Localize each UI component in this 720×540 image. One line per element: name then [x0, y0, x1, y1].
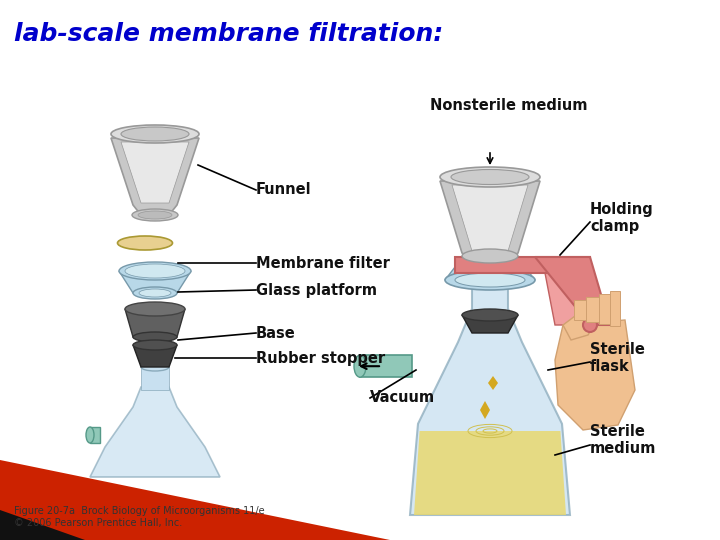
Polygon shape [545, 273, 595, 325]
Polygon shape [90, 427, 100, 443]
Text: Funnel: Funnel [256, 183, 312, 198]
Ellipse shape [583, 318, 597, 332]
Polygon shape [125, 309, 185, 337]
Ellipse shape [125, 264, 185, 278]
Ellipse shape [133, 340, 177, 350]
Polygon shape [555, 320, 635, 430]
Ellipse shape [119, 262, 191, 280]
Polygon shape [440, 181, 540, 258]
Text: Holding
clamp: Holding clamp [590, 202, 654, 234]
Polygon shape [133, 345, 177, 367]
Polygon shape [480, 401, 490, 419]
Polygon shape [90, 387, 220, 477]
Text: Sterile
flask: Sterile flask [590, 342, 645, 374]
Polygon shape [410, 275, 570, 515]
Text: Rubber stopper: Rubber stopper [256, 350, 385, 366]
Polygon shape [462, 315, 518, 333]
Polygon shape [535, 257, 610, 325]
Ellipse shape [139, 289, 171, 297]
Ellipse shape [462, 249, 518, 263]
Ellipse shape [117, 236, 173, 250]
Polygon shape [0, 510, 85, 540]
Text: Figure 20-7a  Brock Biology of Microorganisms 11/e
© 2006 Pearson Prentice Hall,: Figure 20-7a Brock Biology of Microorgan… [14, 507, 265, 528]
Text: Glass platform: Glass platform [256, 282, 377, 298]
Ellipse shape [462, 309, 518, 321]
Text: Base: Base [256, 326, 296, 341]
Ellipse shape [141, 363, 169, 371]
Polygon shape [121, 142, 189, 203]
Polygon shape [414, 431, 566, 515]
Ellipse shape [133, 287, 177, 299]
Polygon shape [599, 294, 611, 324]
Ellipse shape [138, 211, 172, 219]
Polygon shape [586, 297, 600, 322]
Text: Vacuum: Vacuum [370, 390, 435, 406]
Polygon shape [0, 460, 390, 540]
Ellipse shape [451, 170, 529, 185]
Polygon shape [452, 185, 528, 251]
Polygon shape [111, 138, 199, 215]
Text: Sterile
medium: Sterile medium [590, 424, 657, 456]
Ellipse shape [455, 273, 525, 287]
Polygon shape [360, 355, 412, 377]
Polygon shape [119, 271, 191, 293]
Polygon shape [488, 376, 498, 390]
Polygon shape [445, 258, 535, 280]
Ellipse shape [132, 209, 178, 221]
Text: Nonsterile medium: Nonsterile medium [430, 98, 588, 112]
Ellipse shape [125, 302, 185, 316]
Text: Membrane filter: Membrane filter [256, 255, 390, 271]
Ellipse shape [354, 355, 366, 377]
Ellipse shape [133, 332, 177, 342]
Ellipse shape [111, 125, 199, 143]
Polygon shape [563, 310, 598, 340]
Text: lab-scale membrane filtration:: lab-scale membrane filtration: [14, 22, 444, 46]
Ellipse shape [121, 127, 189, 141]
Polygon shape [455, 257, 590, 273]
Ellipse shape [86, 427, 94, 443]
Polygon shape [574, 300, 588, 320]
Polygon shape [141, 367, 169, 390]
Ellipse shape [445, 270, 535, 290]
Polygon shape [610, 291, 620, 326]
Ellipse shape [440, 167, 540, 187]
